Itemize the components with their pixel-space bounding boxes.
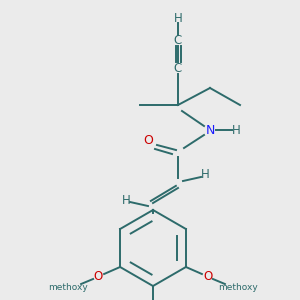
Text: H: H (201, 169, 209, 182)
Text: O: O (148, 299, 158, 300)
Text: O: O (143, 134, 153, 146)
Text: N: N (205, 124, 215, 136)
Text: O: O (203, 271, 212, 284)
Text: H: H (232, 124, 240, 136)
Text: methoxy: methoxy (48, 283, 88, 292)
Text: methoxy: methoxy (218, 283, 258, 292)
Text: H: H (122, 194, 130, 206)
Text: O: O (94, 271, 103, 284)
Text: C: C (174, 34, 182, 46)
Text: C: C (174, 61, 182, 74)
Text: H: H (174, 11, 182, 25)
